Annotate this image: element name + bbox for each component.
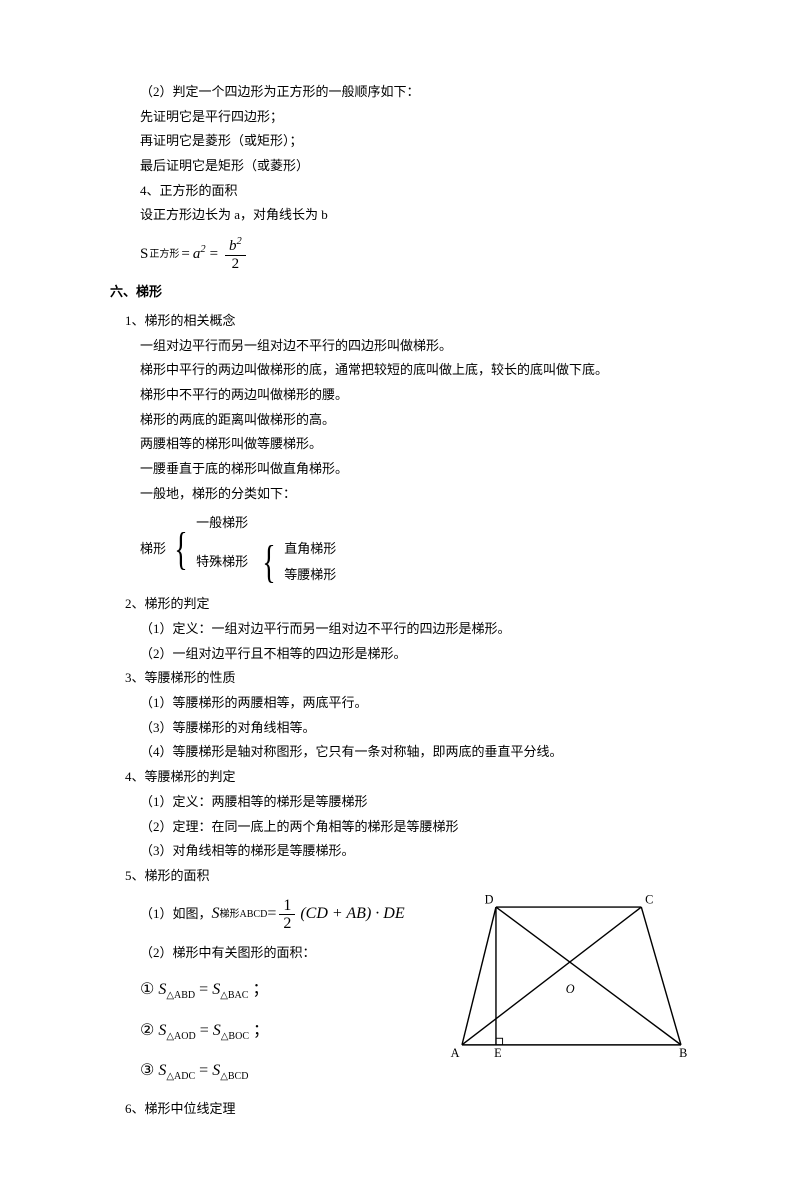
sq-p1: （2）判定一个四边形为正方形的一般顺序如下：: [140, 80, 690, 105]
s6-p5: 两腰相等的梯形叫做等腰梯形。: [140, 432, 690, 457]
sq-p3: 再证明它是菱形（或矩形）；: [140, 129, 690, 154]
trapezoid-classification: 梯形 { 一般梯形 特殊梯形 { 直角梯形 等腰梯形: [140, 510, 690, 588]
s6-p2: 梯形中平行的两边叫做梯形的底，通常把较短的底叫做上底，较长的底叫做下底。: [140, 358, 690, 383]
area-sub: 梯形ABCD: [220, 905, 268, 924]
svg-text:A: A: [450, 1046, 459, 1060]
s6-p3: 梯形中不平行的两边叫做梯形的腰。: [140, 383, 690, 408]
area-eq: =: [267, 899, 276, 929]
area-expr: (CD + AB) · DE: [300, 899, 404, 929]
area-eq-1: ① S△ABD = S△BAC ；: [140, 975, 405, 1005]
brace-icon: {: [174, 526, 187, 572]
sq-f-sub: 正方形: [149, 245, 179, 264]
brace-a: 一般梯形: [196, 510, 336, 536]
sq-f-prefix: S: [140, 240, 148, 269]
section-6-title: 六、梯形: [110, 280, 690, 305]
svg-text:D: D: [484, 892, 493, 906]
s6-m3: （3）对角线相等的梯形是等腰梯形。: [140, 839, 690, 864]
brace-c: 直角梯形: [284, 536, 336, 562]
s6-h6: 6、梯形中位线定理: [125, 1097, 690, 1122]
svg-text:C: C: [645, 892, 653, 906]
eq-sign: =: [181, 240, 189, 269]
area-eq-3: ③ S△ADC = S△BCD: [140, 1056, 405, 1086]
s6-h3: 3、等腰梯形的性质: [125, 666, 690, 691]
s6-h2: 2、梯形的判定: [125, 592, 690, 617]
s6-h4: 4、等腰梯形的判定: [125, 765, 690, 790]
s6-k1: （1）等腰梯形的两腰相等，两底平行。: [140, 691, 690, 716]
eq-sign-2: =: [210, 240, 218, 269]
area-eq-2: ② S△AOD = S△BOC ；: [140, 1016, 405, 1046]
s6-m1: （1）定义：两腰相等的梯形是等腰梯形: [140, 790, 690, 815]
s6-p6: 一腰垂直于底的梯形叫做直角梯形。: [140, 457, 690, 482]
brace-icon-2: {: [263, 539, 276, 585]
s6-m2: （2）定理：在同一底上的两个角相等的梯形是等腰梯形: [140, 815, 690, 840]
a-squared: a2: [193, 240, 206, 269]
one-half: 1 2: [279, 897, 295, 933]
sq-p5: 4、正方形的面积: [140, 179, 690, 204]
trapezoid-diagram: D C A B E O: [445, 883, 690, 1068]
s6-j1: （1）定义：一组对边平行而另一组对边不平行的四边形是梯形。: [140, 617, 690, 642]
svg-text:O: O: [565, 982, 574, 996]
brace-b: 特殊梯形: [196, 549, 248, 575]
area-S: S: [212, 899, 220, 929]
s6-k2: （3）等腰梯形的对角线相等。: [140, 716, 690, 741]
square-area-formula: S 正方形 = a2 = b2 2: [140, 236, 690, 272]
sq-p4: 最后证明它是矩形（或菱形）: [140, 154, 690, 179]
s6-j2: （2）一组对边平行且不相等的四边形是梯形。: [140, 642, 690, 667]
s6-p7: 一般地，梯形的分类如下：: [140, 482, 690, 507]
svg-text:E: E: [494, 1046, 501, 1060]
sq-p6: 设正方形边长为 a，对角线长为 b: [140, 203, 690, 228]
s6-p4: 梯形的两底的距离叫做梯形的高。: [140, 408, 690, 433]
svg-text:B: B: [679, 1046, 687, 1060]
area-prefix: （1）如图，: [140, 902, 212, 927]
s6-n2: （2）梯形中有关图形的面积：: [140, 941, 405, 966]
trapezoid-area-formula: （1）如图， S 梯形ABCD = 1 2 (CD + AB) · DE: [140, 897, 405, 933]
s6-p1: 一组对边平行而另一组对边不平行的四边形叫做梯形。: [140, 334, 690, 359]
b2-over-2: b2 2: [225, 236, 246, 272]
brace-d: 等腰梯形: [284, 562, 336, 588]
s6-h1: 1、梯形的相关概念: [125, 309, 690, 334]
brace-root: 梯形: [140, 537, 166, 562]
s6-k3: （4）等腰梯形是轴对称图形，它只有一条对称轴，即两底的垂直平分线。: [140, 740, 690, 765]
sq-p2: 先证明它是平行四边形；: [140, 105, 690, 130]
